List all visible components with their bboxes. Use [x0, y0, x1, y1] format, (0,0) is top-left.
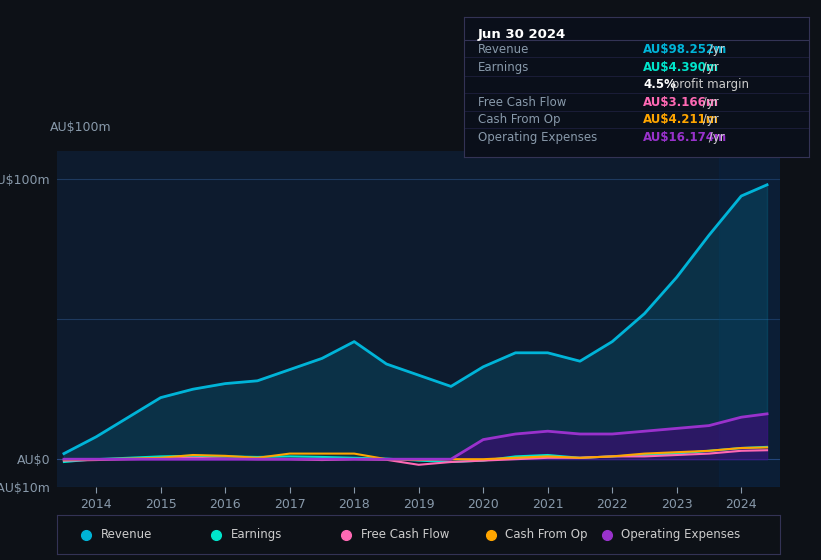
Text: Cash From Op: Cash From Op [506, 528, 588, 542]
Text: AU$98.252m: AU$98.252m [643, 43, 727, 55]
Text: Revenue: Revenue [478, 43, 529, 55]
Text: AU$4.211m: AU$4.211m [643, 113, 719, 126]
Text: Earnings: Earnings [231, 528, 282, 542]
Text: Free Cash Flow: Free Cash Flow [478, 96, 566, 109]
Text: AU$3.166m: AU$3.166m [643, 96, 719, 109]
Text: Earnings: Earnings [478, 62, 529, 74]
Text: Jun 30 2024: Jun 30 2024 [478, 28, 566, 41]
Bar [718, 151, 780, 487]
Text: 4.5%: 4.5% [643, 78, 676, 91]
Text: profit margin: profit margin [668, 78, 749, 91]
Text: /yr: /yr [699, 62, 718, 74]
Text: Operating Expenses: Operating Expenses [478, 132, 597, 144]
Text: Revenue: Revenue [101, 528, 152, 542]
Text: /yr: /yr [705, 43, 725, 55]
Text: /yr: /yr [699, 96, 718, 109]
Text: AU$4.390m: AU$4.390m [643, 62, 719, 74]
Text: /yr: /yr [705, 132, 725, 144]
Text: Free Cash Flow: Free Cash Flow [361, 528, 449, 542]
Text: Cash From Op: Cash From Op [478, 113, 560, 126]
Text: AU$16.174m: AU$16.174m [643, 132, 727, 144]
Text: AU$100m: AU$100m [50, 122, 112, 134]
Text: /yr: /yr [699, 113, 718, 126]
Text: Operating Expenses: Operating Expenses [621, 528, 741, 542]
